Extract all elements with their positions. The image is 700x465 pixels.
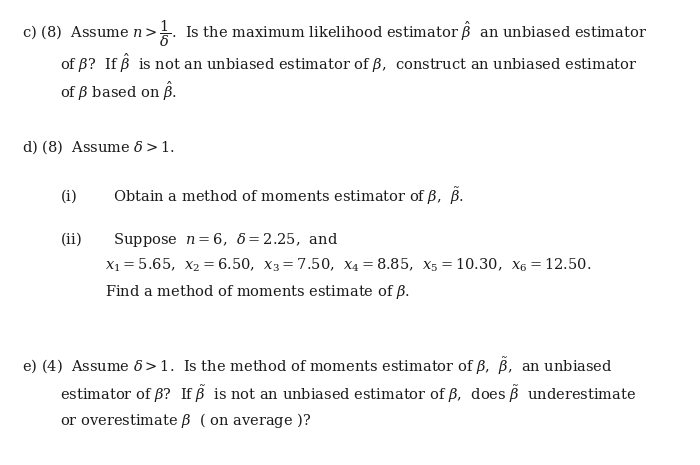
Text: of $\beta$?  If $\hat{\beta}$  is not an unbiased estimator of $\beta$,  constru: of $\beta$? If $\hat{\beta}$ is not an u… <box>60 52 638 75</box>
Text: estimator of $\beta$?  If $\tilde{\beta}$  is not an unbiased estimator of $\bet: estimator of $\beta$? If $\tilde{\beta}$… <box>60 383 636 405</box>
Text: Find a method of moments estimate of $\beta$.: Find a method of moments estimate of $\b… <box>105 283 409 301</box>
Text: e) (4)  Assume $\delta > 1$.  Is the method of moments estimator of $\beta$,  $\: e) (4) Assume $\delta > 1$. Is the metho… <box>22 355 612 377</box>
Text: d) (8)  Assume $\delta > 1$.: d) (8) Assume $\delta > 1$. <box>22 138 175 156</box>
Text: (i)        Obtain a method of moments estimator of $\beta$,  $\tilde{\beta}$.: (i) Obtain a method of moments estimator… <box>60 185 464 206</box>
Text: (ii)       Suppose  $n = 6$,  $\delta = 2.25$,  and: (ii) Suppose $n = 6$, $\delta = 2.25$, a… <box>60 230 338 249</box>
Text: of $\beta$ based on $\hat{\beta}$.: of $\beta$ based on $\hat{\beta}$. <box>60 80 177 103</box>
Text: $x_1 = 5.65$,  $x_2 = 6.50$,  $x_3 = 7.50$,  $x_4 = 8.85$,  $x_5 = 10.30$,  $x_6: $x_1 = 5.65$, $x_2 = 6.50$, $x_3 = 7.50$… <box>105 257 592 274</box>
Text: or overestimate $\beta$  ( on average )?: or overestimate $\beta$ ( on average )? <box>60 411 312 430</box>
Text: c) (8)  Assume $n > \dfrac{1}{\delta}$.  Is the maximum likelihood estimator $\h: c) (8) Assume $n > \dfrac{1}{\delta}$. I… <box>22 18 647 48</box>
